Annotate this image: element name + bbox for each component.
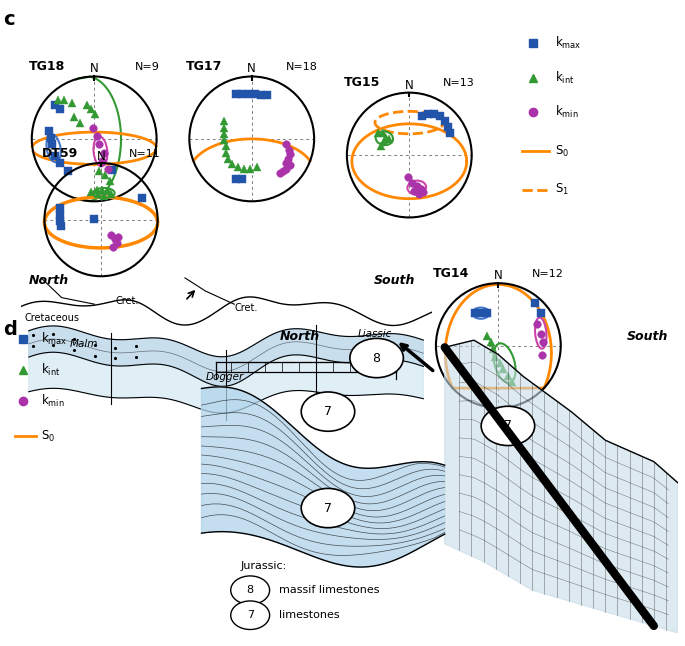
Circle shape — [231, 576, 270, 605]
Text: c: c — [3, 10, 14, 29]
Text: TG14: TG14 — [433, 267, 469, 280]
Text: S$_{\mathregular{0}}$: S$_{\mathregular{0}}$ — [556, 143, 569, 159]
Text: North: North — [279, 330, 319, 343]
Text: 7: 7 — [324, 405, 332, 418]
Text: N=12: N=12 — [532, 269, 564, 279]
Text: 7: 7 — [504, 419, 512, 432]
Text: N: N — [97, 150, 105, 163]
Text: Jurassic:: Jurassic: — [240, 561, 287, 571]
Text: Dogger: Dogger — [206, 372, 244, 382]
Text: 8: 8 — [373, 351, 381, 364]
Text: TG15: TG15 — [344, 76, 380, 89]
Text: South: South — [627, 330, 669, 343]
Circle shape — [481, 406, 535, 446]
Text: N=9: N=9 — [135, 62, 160, 72]
Text: k$_{\mathregular{min}}$: k$_{\mathregular{min}}$ — [556, 105, 579, 120]
Text: N=13: N=13 — [443, 78, 475, 89]
Circle shape — [301, 488, 355, 528]
Text: N=11: N=11 — [129, 149, 160, 160]
Text: DT59: DT59 — [42, 147, 78, 160]
Text: N: N — [494, 269, 503, 282]
Text: 7: 7 — [247, 610, 253, 620]
Text: k$_{\mathregular{int}}$: k$_{\mathregular{int}}$ — [556, 70, 575, 85]
Text: k$_{\mathregular{min}}$: k$_{\mathregular{min}}$ — [41, 393, 64, 408]
Polygon shape — [201, 387, 445, 567]
Circle shape — [350, 339, 403, 378]
Text: massif limestones: massif limestones — [279, 585, 380, 595]
Polygon shape — [445, 340, 678, 633]
Text: N: N — [247, 63, 256, 76]
Text: S$_{\mathregular{0}}$: S$_{\mathregular{0}}$ — [41, 428, 55, 444]
Text: Cretaceous: Cretaceous — [25, 313, 79, 322]
Text: North: North — [29, 275, 69, 287]
Text: N=18: N=18 — [286, 62, 317, 72]
Text: 8: 8 — [247, 585, 253, 595]
Text: k$_{\mathregular{max}}$: k$_{\mathregular{max}}$ — [556, 35, 582, 50]
Text: S$_{\mathregular{1}}$: S$_{\mathregular{1}}$ — [556, 182, 569, 198]
Circle shape — [231, 601, 270, 629]
Text: k$_{\mathregular{max}}$: k$_{\mathregular{max}}$ — [41, 331, 67, 346]
Text: TG17: TG17 — [186, 60, 223, 73]
Text: N: N — [90, 63, 99, 76]
Polygon shape — [29, 326, 423, 386]
Text: N: N — [405, 79, 414, 92]
Text: Liassic: Liassic — [358, 329, 392, 339]
Text: Cret.: Cret. — [234, 303, 258, 313]
Polygon shape — [29, 352, 423, 413]
Text: Cret.: Cret. — [115, 297, 138, 306]
Text: limestones: limestones — [279, 610, 340, 620]
Text: South: South — [374, 275, 415, 287]
Text: TG18: TG18 — [29, 60, 65, 73]
Circle shape — [301, 392, 355, 432]
Text: d: d — [3, 320, 16, 339]
Text: 7: 7 — [324, 501, 332, 515]
Text: k$_{\mathregular{int}}$: k$_{\mathregular{int}}$ — [41, 362, 60, 377]
Text: Malm: Malm — [70, 339, 98, 349]
